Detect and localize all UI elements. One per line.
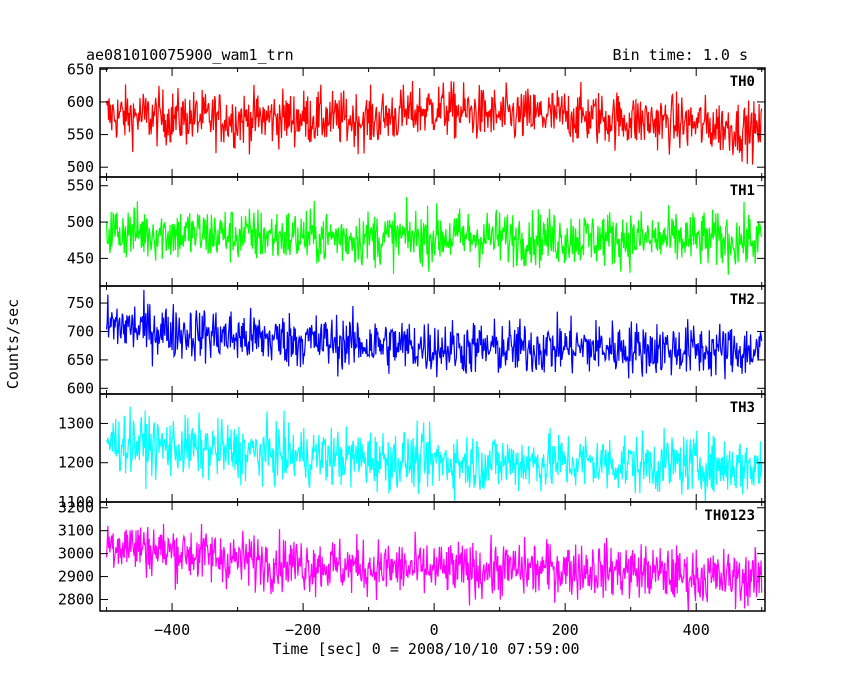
x-tick-label: −400 bbox=[154, 621, 190, 639]
y-tick-label: 750 bbox=[67, 294, 94, 312]
x-tick-label: 400 bbox=[683, 621, 710, 639]
panel-label: TH0123 bbox=[704, 508, 755, 524]
y-tick-label: 550 bbox=[67, 177, 94, 195]
panel-th0: 500 550 600 650 TH0 bbox=[67, 60, 766, 178]
series-th0123 bbox=[105, 523, 763, 611]
y-tick-label: 550 bbox=[67, 126, 94, 144]
y-tick-label: 500 bbox=[67, 213, 94, 231]
panel-th3: 1100 1200 1300 TH3 bbox=[58, 393, 766, 511]
y-tick-label: 500 bbox=[67, 158, 94, 176]
panel-th2: 600 650 700 750 TH2 bbox=[67, 285, 766, 397]
series-th3 bbox=[105, 406, 763, 502]
y-tick-label: 3000 bbox=[58, 545, 94, 563]
x-tick-label: 200 bbox=[552, 621, 579, 639]
panel-label: TH3 bbox=[730, 400, 755, 416]
panel-label: TH2 bbox=[730, 292, 755, 308]
panel-th1: 450 500 550 TH1 bbox=[67, 176, 766, 287]
x-tick-label: 0 bbox=[430, 621, 439, 639]
y-tick-label: 1300 bbox=[58, 414, 94, 432]
x-tick-label: −200 bbox=[285, 621, 321, 639]
series-th2 bbox=[105, 289, 763, 380]
series-th0 bbox=[105, 80, 763, 165]
panel-frame bbox=[99, 501, 766, 612]
y-tick-label: 3100 bbox=[58, 522, 94, 540]
y-tick-label: 650 bbox=[67, 351, 94, 369]
panel-label: TH1 bbox=[730, 183, 755, 199]
y-tick-label: 450 bbox=[67, 249, 94, 267]
series-th1 bbox=[105, 196, 763, 275]
panel-label: TH0 bbox=[730, 74, 755, 90]
chart-title: ae081010075900_wam1_trn bbox=[86, 46, 294, 64]
y-tick-label: 600 bbox=[67, 93, 94, 111]
panel-th0123: 2800 2900 3000 3100 3200 TH0123 bbox=[58, 499, 766, 612]
y-tick-label: 700 bbox=[67, 322, 94, 340]
y-tick-label: 3200 bbox=[58, 499, 94, 517]
y-tick-label: 2900 bbox=[58, 568, 94, 586]
bin-time-label: Bin time: 1.0 s bbox=[613, 46, 748, 64]
y-tick-label: 2800 bbox=[58, 591, 94, 609]
x-axis-label: Time [sec] 0 = 2008/10/10 07:59:00 bbox=[272, 640, 579, 658]
y-tick-label: 650 bbox=[67, 60, 94, 78]
y-tick-label: 1100 bbox=[58, 493, 94, 511]
y-axis-label: Counts/sec bbox=[4, 299, 22, 389]
y-tick-label: 600 bbox=[67, 379, 94, 397]
y-tick-label: 1200 bbox=[58, 454, 94, 472]
